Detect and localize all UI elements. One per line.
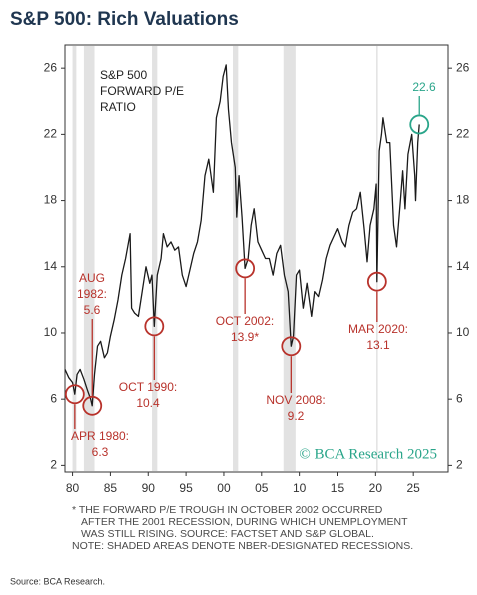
annotation-value: 13.9* [231,330,259,344]
panel-label: S&P 500 [100,68,147,82]
annotation-label: NOV 2008: [266,393,325,407]
x-tick-label: 90 [142,481,156,495]
footnote: NOTE: SHADED AREAS DENOTE NBER-DESIGNATE… [72,540,413,552]
annotation-label: MAR 2020: [348,322,408,336]
x-tick-label: 00 [217,481,231,495]
y-tick-label: 22 [44,127,58,141]
recession-band [283,46,296,471]
annotation-circle [82,395,103,416]
x-tick-label: 05 [255,481,269,495]
footnote: WAS STILL RISING. SOURCE: FACTSET AND S&… [81,528,374,540]
annotation-label: OCT 1990: [119,380,177,394]
annotation-value: 5.6 [84,303,101,317]
annotation-circle [235,258,256,279]
footnote: AFTER THE 2001 RECESSION, DURING WHICH U… [81,516,408,528]
annotation-value: 22.6 [412,80,436,94]
x-tick-label: 25 [407,481,421,495]
x-tick-label: 15 [331,481,345,495]
footnote: * THE FORWARD P/E TROUGH IN OCTOBER 2002… [72,504,383,516]
annotation-value: 6.3 [92,445,109,459]
watermark: © BCA Research 2025 [299,446,437,462]
x-tick-label: 95 [179,481,193,495]
annotation-circle [409,114,430,135]
annotation-circle [144,316,165,337]
recession-band [152,46,158,471]
recession-band [233,46,239,471]
annotation-circle [64,384,85,405]
y2-tick-label: 22 [456,127,470,141]
y-tick-label: 18 [44,193,58,207]
plot-frame [64,44,449,473]
x-tick-label: 20 [369,481,383,495]
annotation-value: 10.4 [136,396,160,410]
x-tick-label: 80 [66,481,80,495]
annotation-label: 1982: [77,287,107,301]
chart-title: S&P 500: Rich Valuations [10,9,239,30]
recession-band [83,46,95,471]
x-tick-label: 10 [293,481,307,495]
x-tick-label: 85 [104,481,118,495]
annotation-label: OCT 2002: [216,314,274,328]
source: Source: BCA Research. [10,576,105,586]
pe-line [64,64,420,407]
y2-tick-label: 18 [456,193,470,207]
annotation-label: AUG [79,271,105,285]
y-tick-label: 14 [44,259,58,273]
y2-tick-label: 10 [456,325,470,339]
plot [64,64,420,407]
annotation-label: APR 1980: [71,429,129,443]
y-tick-label: 6 [50,391,57,405]
panel-label: FORWARD P/E [100,84,184,98]
y2-tick-label: 2 [456,458,463,472]
y2-tick-label: 14 [456,259,470,273]
y2-tick-label: 6 [456,391,463,405]
annotation-circle [366,271,387,292]
annotation-circle [281,336,302,357]
y-tick-label: 2 [50,458,57,472]
y-tick-label: 26 [44,60,58,74]
annotation-value: 13.1 [366,338,390,352]
annotation-value: 9.2 [288,409,305,423]
y2-tick-label: 26 [456,60,470,74]
panel-label: RATIO [100,100,136,114]
recession-band [72,46,77,471]
y-tick-label: 10 [44,325,58,339]
